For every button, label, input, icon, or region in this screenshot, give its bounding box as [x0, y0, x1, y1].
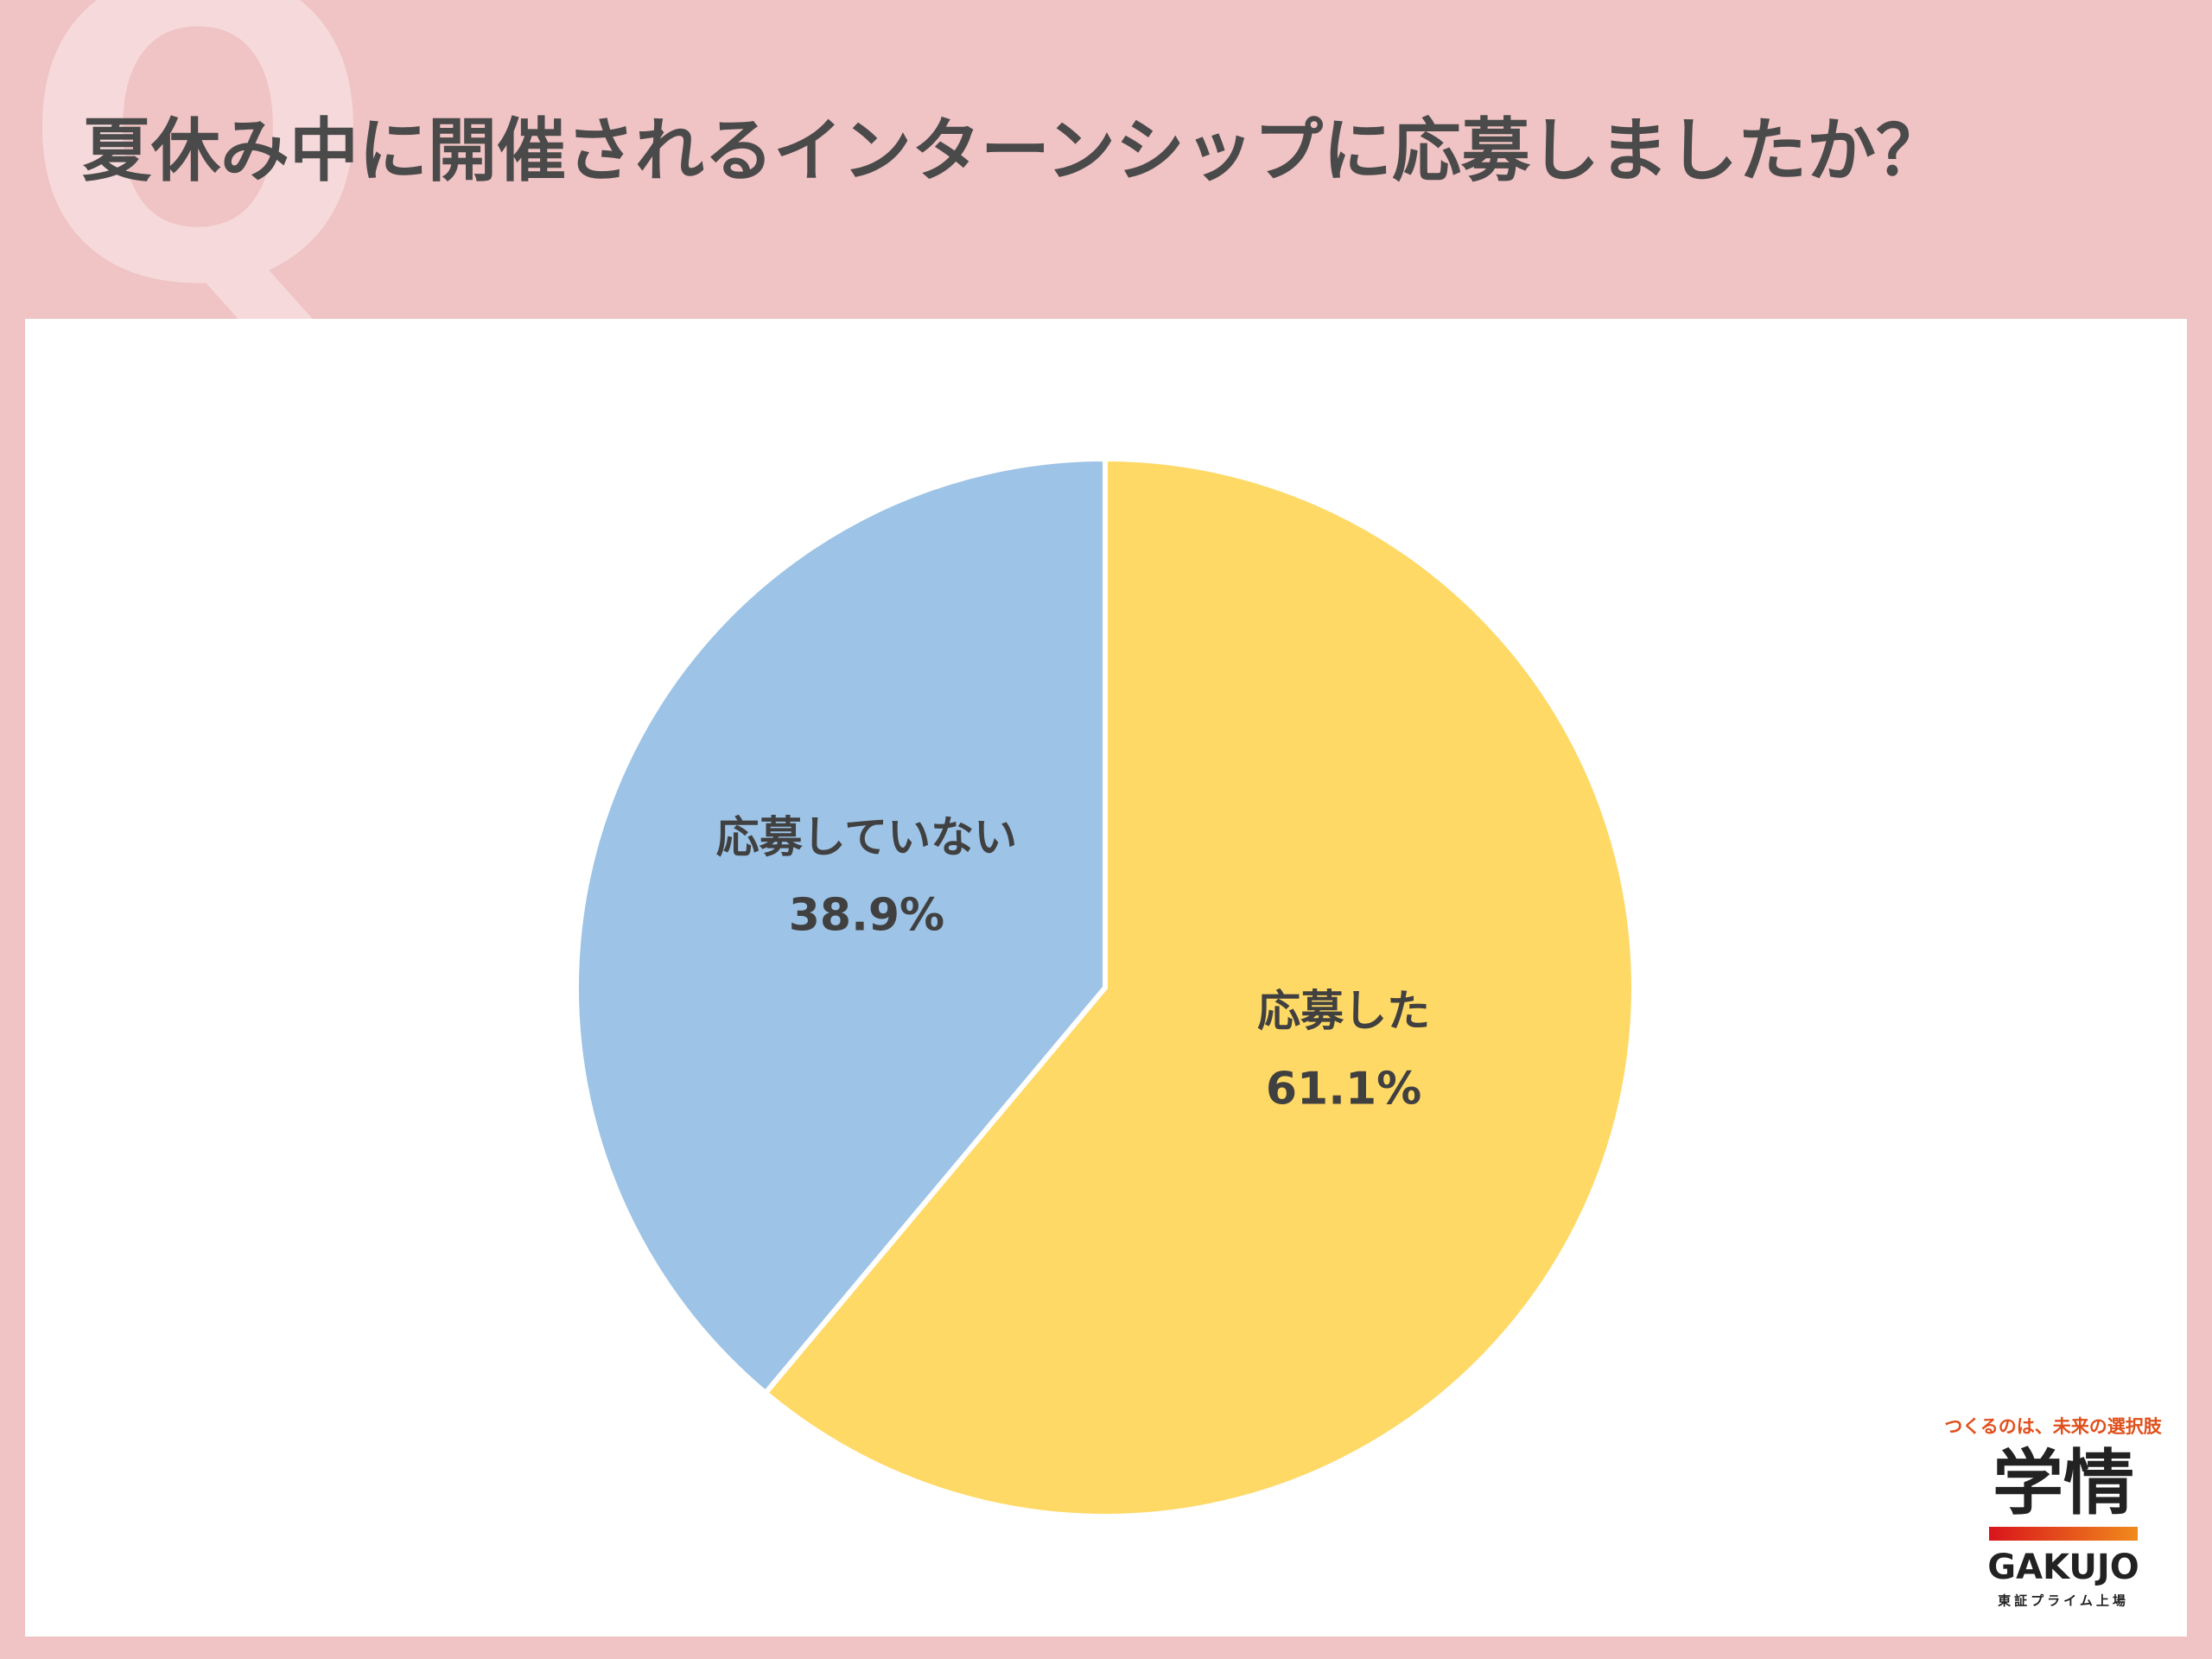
logo-tagline: つくるのは、未来の選択肢: [1944, 1416, 2163, 1437]
value-label: 38.9%: [789, 890, 944, 942]
slice-label: 応募していない: [716, 812, 1018, 862]
badge: Q: [22, 0, 374, 376]
logo-bar: [1989, 1527, 2138, 1541]
pie: 応募した 61.1% 応募していない 38.9%: [574, 455, 1637, 1519]
logo-name: 学情: [1993, 1442, 2134, 1524]
pie-slice: [574, 455, 1108, 1397]
value-label: 61.1%: [1266, 1063, 1421, 1115]
pie-slice: [761, 455, 1637, 1519]
logo-listing: 東証プライム上場: [1998, 1593, 2129, 1609]
logo-romaji: GAKUJO: [1987, 1548, 2139, 1587]
slice-label: 応募した: [1257, 986, 1430, 1036]
chart-title: 夏休み中に開催されるインターンシップに応募しましたか？: [82, 111, 1945, 191]
